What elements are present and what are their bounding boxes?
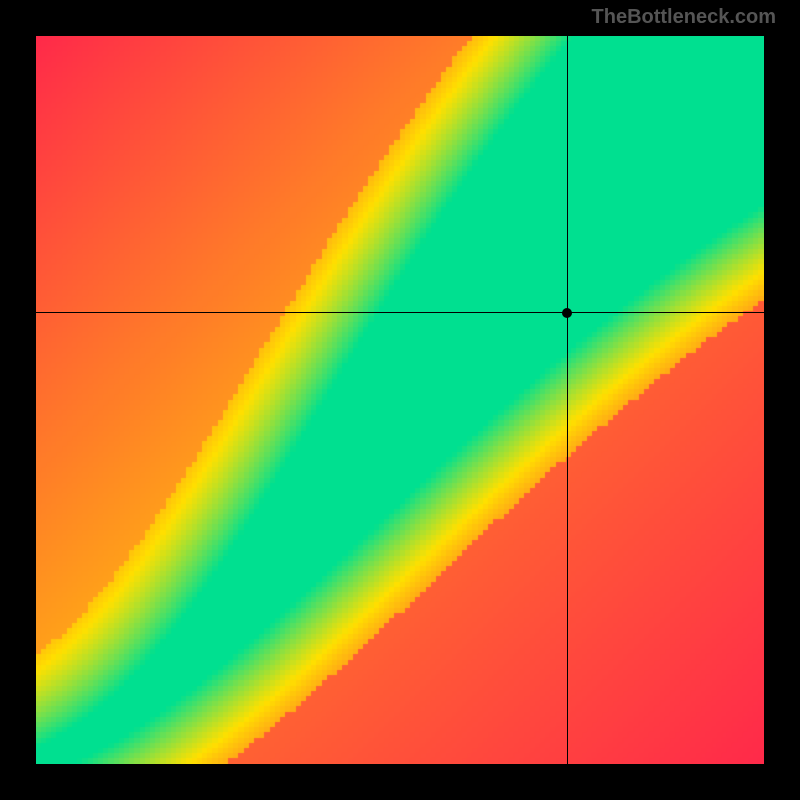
heatmap-canvas (36, 36, 764, 764)
crosshair-marker (562, 308, 572, 318)
watermark-text: TheBottleneck.com (592, 6, 776, 29)
chart-container: TheBottleneck.com (0, 0, 800, 800)
crosshair-vertical (567, 36, 568, 764)
plot-area (36, 36, 764, 764)
crosshair-horizontal (36, 312, 764, 313)
